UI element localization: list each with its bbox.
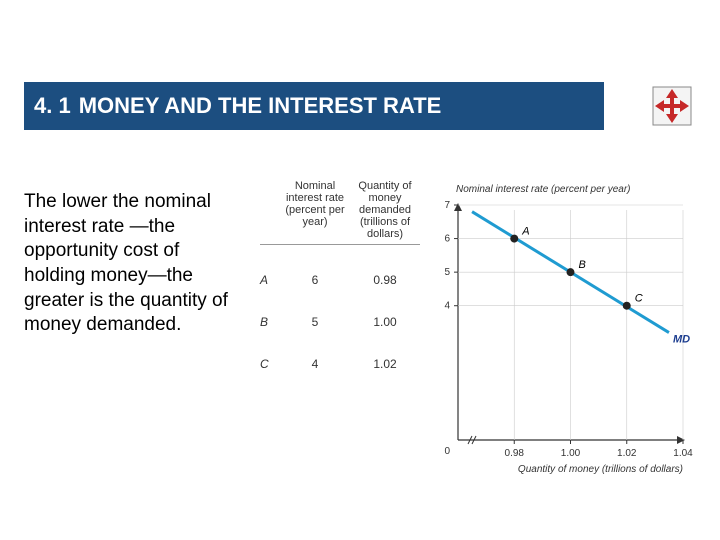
row-qty: 1.00 xyxy=(350,315,420,329)
row-label: C xyxy=(260,357,280,371)
body-text: The lower the nominal interest rate —the… xyxy=(24,190,234,338)
move-icon[interactable] xyxy=(652,86,692,126)
table-col1-header: Nominal interest rate (percent per year) xyxy=(280,180,350,240)
row-label: B xyxy=(260,315,280,329)
row-rate: 6 xyxy=(280,273,350,287)
svg-text:B: B xyxy=(579,259,586,271)
table-row: A 6 0.98 xyxy=(260,273,420,287)
svg-text:1.04: 1.04 xyxy=(673,448,693,459)
svg-text:C: C xyxy=(635,293,643,305)
table-row: B 5 1.00 xyxy=(260,315,420,329)
data-table: Nominal interest rate (percent per year)… xyxy=(260,180,420,371)
table-col2-header: Quantity of money demanded (trillions of… xyxy=(350,180,420,240)
svg-text:7: 7 xyxy=(444,200,450,211)
row-label: A xyxy=(260,273,280,287)
svg-text:0.98: 0.98 xyxy=(505,448,525,459)
svg-text:5: 5 xyxy=(444,267,450,278)
svg-text:Nominal interest rate (percent: Nominal interest rate (percent per year) xyxy=(456,184,631,195)
svg-text:1.02: 1.02 xyxy=(617,448,637,459)
svg-text:0: 0 xyxy=(444,446,450,457)
section-header-bar: 4. 1 MONEY AND THE INTEREST RATE xyxy=(24,82,604,130)
svg-text:1.00: 1.00 xyxy=(561,448,581,459)
row-qty: 0.98 xyxy=(350,273,420,287)
row-rate: 5 xyxy=(280,315,350,329)
svg-text:6: 6 xyxy=(444,234,450,245)
slide: 4. 1 MONEY AND THE INTEREST RATE The low… xyxy=(0,0,720,540)
row-rate: 4 xyxy=(280,357,350,371)
md-chart: Nominal interest rate (percent per year)… xyxy=(430,180,695,480)
svg-text:MD: MD xyxy=(673,334,690,346)
svg-text:A: A xyxy=(521,226,529,238)
table-row: C 4 1.02 xyxy=(260,357,420,371)
svg-text:Quantity of money (trillions o: Quantity of money (trillions of dollars) xyxy=(518,464,683,475)
section-title: MONEY AND THE INTEREST RATE xyxy=(71,93,442,119)
figure: Nominal interest rate (percent per year)… xyxy=(260,180,700,500)
svg-text:4: 4 xyxy=(444,301,450,312)
section-number: 4. 1 xyxy=(24,93,71,119)
row-qty: 1.02 xyxy=(350,357,420,371)
